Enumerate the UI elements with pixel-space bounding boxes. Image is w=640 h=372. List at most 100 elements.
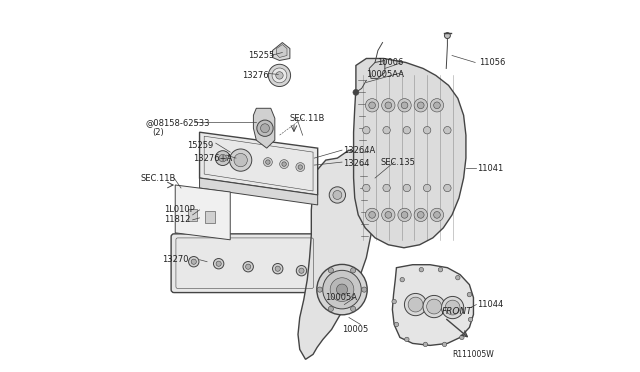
- Circle shape: [362, 287, 367, 292]
- Text: 10005AA: 10005AA: [366, 70, 404, 79]
- Circle shape: [400, 278, 404, 282]
- Circle shape: [282, 162, 286, 166]
- Circle shape: [430, 99, 444, 112]
- Text: 13264: 13264: [343, 158, 370, 167]
- Circle shape: [414, 99, 428, 112]
- Text: 13270: 13270: [163, 255, 189, 264]
- Circle shape: [296, 266, 307, 276]
- Circle shape: [329, 187, 346, 203]
- Polygon shape: [253, 108, 275, 148]
- Polygon shape: [205, 211, 214, 223]
- Text: 15259: 15259: [187, 141, 213, 150]
- Circle shape: [385, 102, 392, 109]
- Text: 1L010P: 1L010P: [164, 205, 195, 214]
- Circle shape: [392, 299, 396, 304]
- Circle shape: [456, 275, 460, 280]
- Circle shape: [468, 317, 473, 322]
- Circle shape: [275, 266, 280, 271]
- Circle shape: [423, 295, 445, 318]
- Circle shape: [381, 208, 395, 222]
- Circle shape: [401, 212, 408, 218]
- Circle shape: [427, 299, 442, 314]
- Circle shape: [273, 263, 283, 274]
- Circle shape: [299, 268, 304, 273]
- Circle shape: [189, 257, 199, 267]
- Text: SEC.11B: SEC.11B: [290, 114, 325, 123]
- Circle shape: [385, 212, 392, 218]
- Circle shape: [219, 154, 227, 162]
- Circle shape: [444, 33, 451, 39]
- Polygon shape: [200, 178, 317, 205]
- Text: R111005W: R111005W: [452, 350, 493, 359]
- Circle shape: [260, 124, 269, 133]
- Circle shape: [383, 184, 390, 192]
- Circle shape: [444, 126, 451, 134]
- Circle shape: [442, 296, 464, 319]
- Circle shape: [404, 294, 427, 316]
- Circle shape: [230, 149, 252, 171]
- Circle shape: [298, 165, 303, 169]
- Circle shape: [280, 160, 289, 169]
- Circle shape: [424, 126, 431, 134]
- Polygon shape: [200, 132, 317, 195]
- Circle shape: [272, 68, 287, 83]
- Circle shape: [246, 264, 251, 269]
- Text: (2): (2): [152, 128, 164, 137]
- Circle shape: [328, 268, 333, 273]
- Text: @08158-62533: @08158-62533: [145, 118, 210, 127]
- Circle shape: [330, 278, 354, 301]
- Circle shape: [234, 153, 247, 167]
- Circle shape: [398, 208, 412, 222]
- Circle shape: [264, 158, 273, 167]
- Circle shape: [317, 287, 323, 292]
- Circle shape: [353, 89, 359, 95]
- Circle shape: [381, 99, 395, 112]
- Circle shape: [268, 64, 291, 87]
- Text: SEC.135: SEC.135: [381, 158, 415, 167]
- Circle shape: [403, 126, 411, 134]
- Text: 11044: 11044: [477, 300, 504, 309]
- Text: 10005A: 10005A: [324, 293, 356, 302]
- Circle shape: [369, 102, 376, 109]
- Circle shape: [419, 267, 424, 272]
- Circle shape: [383, 126, 390, 134]
- Circle shape: [417, 102, 424, 109]
- Circle shape: [257, 120, 273, 137]
- Circle shape: [467, 292, 472, 297]
- Circle shape: [434, 102, 440, 109]
- Circle shape: [401, 102, 408, 109]
- Circle shape: [423, 342, 428, 347]
- Circle shape: [363, 126, 370, 134]
- Circle shape: [214, 259, 224, 269]
- Polygon shape: [353, 58, 466, 248]
- Circle shape: [365, 208, 379, 222]
- Circle shape: [444, 184, 451, 192]
- Circle shape: [363, 184, 370, 192]
- Circle shape: [445, 300, 460, 315]
- Circle shape: [408, 297, 423, 312]
- Circle shape: [365, 99, 379, 112]
- Circle shape: [317, 264, 367, 315]
- Circle shape: [351, 306, 356, 311]
- Circle shape: [266, 160, 270, 164]
- Circle shape: [333, 190, 342, 199]
- Text: 13276: 13276: [242, 71, 268, 80]
- Polygon shape: [298, 150, 375, 359]
- Text: 13264A: 13264A: [343, 145, 376, 155]
- Polygon shape: [276, 45, 287, 58]
- Circle shape: [276, 72, 283, 79]
- Circle shape: [296, 163, 305, 171]
- Text: SEC.11B: SEC.11B: [141, 173, 176, 183]
- Circle shape: [191, 259, 196, 264]
- Circle shape: [398, 99, 412, 112]
- Polygon shape: [273, 42, 290, 61]
- Text: 11056: 11056: [479, 58, 506, 67]
- Text: 15255: 15255: [248, 51, 274, 60]
- Circle shape: [442, 342, 447, 347]
- Circle shape: [403, 184, 411, 192]
- Text: FRONT: FRONT: [442, 307, 472, 316]
- Text: 10005: 10005: [342, 325, 368, 334]
- Circle shape: [216, 261, 221, 266]
- Circle shape: [430, 208, 444, 222]
- Circle shape: [323, 270, 361, 309]
